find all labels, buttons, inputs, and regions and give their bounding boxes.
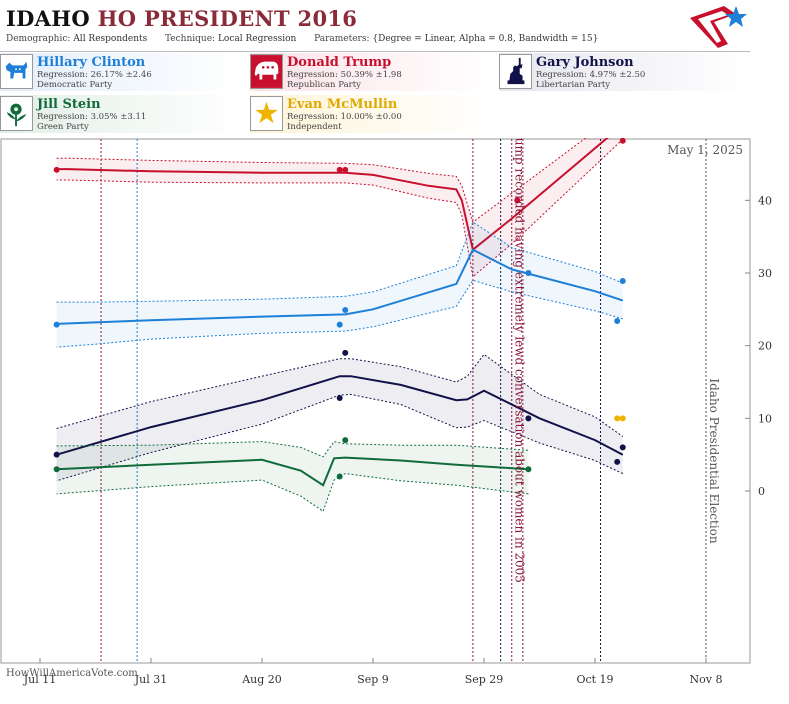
- elephant-icon: [250, 54, 283, 89]
- series-line: [56, 456, 529, 487]
- poll-point: [53, 166, 60, 173]
- technique-value: Local Regression: [217, 34, 297, 44]
- series-line: [56, 248, 624, 325]
- confidence-band: [56, 354, 623, 481]
- poll-point: [614, 458, 621, 465]
- title-state: IDAHO: [6, 6, 90, 31]
- x-tick-label: Aug 20: [241, 673, 282, 686]
- candidate-party: Independent: [287, 122, 342, 132]
- x-tick-label: Nov 8: [690, 673, 723, 686]
- liberty-icon: [499, 54, 532, 89]
- candidate-card-stein: Jill Stein Regression: 3.05% ±3.11 Green…: [0, 95, 244, 133]
- candidate-name: Jill Stein: [37, 97, 101, 112]
- candidate-name: Gary Johnson: [536, 55, 634, 70]
- demographic-label: Demographic:: [6, 34, 71, 44]
- candidate-party: Green Party: [37, 122, 89, 132]
- candidate-party: Libertarian Party: [536, 80, 611, 90]
- chart-date: May 1, 2025: [667, 143, 743, 157]
- x-tick-label: Jul 11: [23, 673, 57, 686]
- poll-point: [525, 270, 532, 276]
- x-tick-label: Oct 19: [576, 673, 613, 686]
- poll-point: [619, 444, 626, 451]
- page-title: IDAHO HO PRESIDENT 2016: [6, 6, 357, 31]
- poll-point: [514, 197, 521, 204]
- parameters-value: {Degree = Linear, Alpha = 0.8, Bandwidth…: [372, 34, 599, 44]
- series-line: [56, 375, 624, 456]
- confidence-band: [56, 441, 529, 512]
- poll-point: [336, 166, 343, 173]
- parameters-line: Demographic: All Respondents Technique: …: [6, 34, 598, 44]
- header-divider: [0, 51, 750, 52]
- confidence-upper: [56, 138, 587, 223]
- poll-point: [619, 138, 626, 144]
- poll-point: [53, 451, 60, 458]
- candidate-card-trump: Donald Trump Regression: 50.39% ±1.98 Re…: [250, 53, 494, 91]
- candidate-regression: Regression: 3.05% ±3.11: [37, 112, 147, 122]
- candidate-regression: Regression: 10.00% ±0.00: [287, 112, 402, 122]
- candidate-party: Republican Party: [287, 80, 361, 90]
- poll-point: [614, 317, 621, 324]
- series-line: [56, 138, 609, 252]
- demographic-value: All Respondents: [73, 34, 148, 44]
- candidate-name: Evan McMullin: [287, 97, 398, 112]
- title-rest: HO PRESIDENT 2016: [97, 6, 358, 31]
- candidate-regression: Regression: 4.97% ±2.50: [536, 70, 646, 80]
- y-tick-label: 30: [758, 267, 772, 280]
- confidence-lower: [56, 473, 529, 513]
- site-credit: HowWillAmericaVote.com: [6, 668, 138, 679]
- y-tick-label: 20: [758, 340, 772, 353]
- star-icon: [250, 96, 283, 131]
- poll-point: [342, 349, 349, 356]
- poll-point: [342, 437, 349, 444]
- confidence-upper: [56, 353, 624, 437]
- x-tick-label: Sep 9: [357, 673, 389, 686]
- poll-point: [614, 415, 621, 422]
- candidate-card-mcmullin: Evan McMullin Regression: 10.00% ±0.00 I…: [250, 95, 494, 133]
- x-tick-label: Sep 29: [465, 673, 504, 686]
- x-tick-label: Jul 31: [134, 673, 168, 686]
- confidence-upper: [56, 441, 529, 458]
- poll-point: [336, 473, 343, 480]
- candidate-card-clinton: Hillary Clinton Regression: 26.17% ±2.46…: [0, 53, 244, 91]
- event-annotation: Idaho Presidential Election: [707, 378, 721, 544]
- poll-point: [336, 394, 343, 401]
- poll-point: [525, 466, 532, 473]
- candidate-card-johnson: Gary Johnson Regression: 4.97% ±2.50 Lib…: [499, 53, 749, 91]
- poll-point: [619, 415, 626, 422]
- candidate-regression: Regression: 26.17% ±2.46: [37, 70, 152, 80]
- technique-label: Technique:: [165, 34, 216, 44]
- candidate-name: Hillary Clinton: [37, 55, 146, 70]
- poll-point: [53, 466, 60, 473]
- parameters-label: Parameters:: [314, 34, 370, 44]
- candidate-regression: Regression: 50.39% ±1.98: [287, 70, 402, 80]
- confidence-upper: [56, 221, 623, 303]
- green-rose-icon: [0, 96, 33, 131]
- confidence-lower: [56, 138, 624, 278]
- poll-point: [342, 166, 349, 173]
- candidate-name: Donald Trump: [287, 55, 392, 70]
- flag-logo-icon: [690, 6, 747, 48]
- donkey-icon: [0, 54, 33, 89]
- poll-point: [619, 277, 626, 284]
- plot-frame: [0, 138, 751, 664]
- poll-point: [53, 321, 60, 328]
- poll-point: [336, 321, 343, 328]
- poll-point: [342, 307, 349, 314]
- poll-point: [525, 415, 532, 422]
- candidate-party: Democratic Party: [37, 80, 113, 90]
- y-tick-label: 0: [758, 485, 765, 498]
- y-tick-label: 40: [758, 194, 772, 207]
- y-tick-label: 10: [758, 412, 772, 425]
- confidence-lower: [56, 279, 623, 348]
- event-annotation: Trump recorded having extremely lewd con…: [513, 138, 527, 583]
